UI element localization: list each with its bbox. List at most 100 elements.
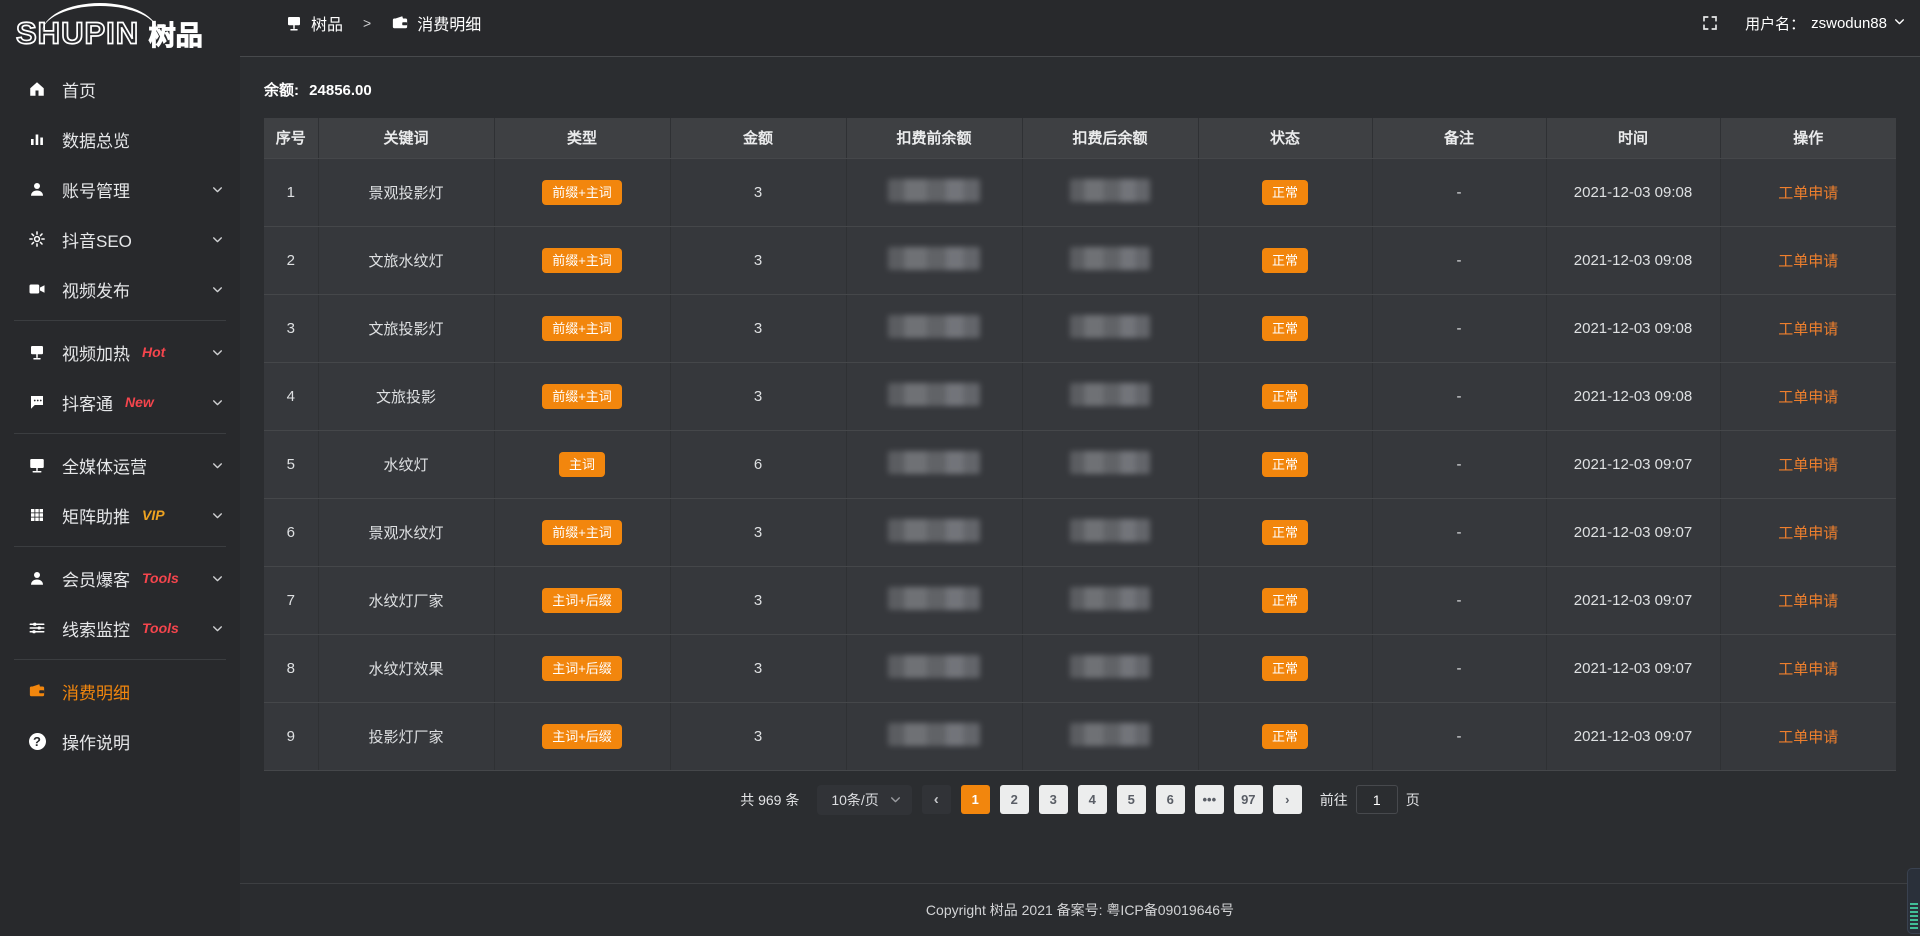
sidebar-item-首页[interactable]: 首页 [0, 64, 240, 114]
page-button-4[interactable]: 4 [1077, 785, 1107, 814]
status-badge: 正常 [1261, 247, 1308, 273]
work-order-link[interactable]: 工单申请 [1778, 728, 1839, 746]
cell-keyword: 水纹灯效果 [318, 634, 495, 703]
redacted-value [1070, 654, 1150, 678]
cell-action: 工单申请 [1720, 430, 1896, 499]
sidebar-item-线索监控[interactable]: 线索监控 Tools [0, 603, 240, 653]
cell-keyword: 水纹灯厂家 [318, 566, 495, 635]
more-pages-button[interactable]: ••• [1194, 785, 1224, 814]
sidebar-item-消费明细[interactable]: 消费明细 [0, 666, 240, 716]
redacted-value [888, 586, 980, 610]
cell-keyword: 水纹灯 [318, 430, 495, 499]
page-button-3[interactable]: 3 [1038, 785, 1068, 814]
work-order-link[interactable]: 工单申请 [1778, 456, 1839, 474]
cell-balance-after [1022, 362, 1199, 431]
work-order-link[interactable]: 工单申请 [1778, 660, 1839, 678]
page-button-6[interactable]: 6 [1155, 785, 1185, 814]
redacted-value [1070, 722, 1150, 746]
logo-text-cn: 树品 [148, 21, 203, 52]
prev-page-button[interactable]: ‹ [921, 785, 951, 814]
cell-status: 正常 [1198, 498, 1373, 567]
status-badge: 正常 [1261, 383, 1308, 409]
user-menu[interactable]: 用户名： zswodun88 [1745, 13, 1906, 34]
work-order-link[interactable]: 工单申请 [1778, 388, 1839, 406]
work-order-link[interactable]: 工单申请 [1778, 184, 1839, 202]
column-header-状态: 状态 [1198, 118, 1373, 159]
pagination-total: 共 969 条 [740, 791, 800, 808]
sidebar-item-label: 视频发布 [62, 281, 130, 301]
cell-type: 主词+后缀 [494, 566, 671, 635]
consumption-table: 序号 关键词 类型 金额 扣费前余额 扣费后余额 状态 备注 时间 操作 1 景观投影灯 前缀+主词 3… [264, 118, 1896, 771]
corner-widget [1907, 868, 1920, 934]
sidebar-item-会员爆客[interactable]: 会员爆客 Tools [0, 553, 240, 603]
username: zswodun88 [1811, 14, 1887, 32]
cell-action: 工单申请 [1720, 294, 1896, 363]
cell-balance-after [1022, 634, 1199, 703]
type-badge: 主词+后缀 [542, 655, 622, 681]
cell-amount: 3 [670, 634, 847, 703]
cell-type: 主词+后缀 [494, 702, 671, 771]
work-order-link[interactable]: 工单申请 [1778, 252, 1839, 270]
cell-no: 5 [264, 430, 319, 499]
work-order-link[interactable]: 工单申请 [1778, 524, 1839, 542]
sliders-icon [26, 618, 48, 638]
sidebar-item-操作说明[interactable]: ? 操作说明 [0, 716, 240, 766]
chevron-down-icon [889, 793, 902, 806]
sidebar-item-抖客通[interactable]: 抖客通 New [0, 377, 240, 427]
redacted-value [1070, 450, 1150, 474]
cell-remark: - [1372, 362, 1547, 431]
page-button-2[interactable]: 2 [999, 785, 1029, 814]
sidebar-item-数据总览[interactable]: 数据总览 [0, 114, 240, 164]
next-page-button[interactable]: › [1272, 785, 1302, 814]
table-row: 1 景观投影灯 前缀+主词 3 正常 -2021-12-03 09:08 工单申请 [264, 158, 1896, 227]
chevron-down-icon [1893, 15, 1906, 32]
type-badge: 主词+后缀 [542, 587, 622, 613]
footer: Copyright 树品 2021 备案号: 粤ICP备09019646号 [240, 883, 1920, 936]
sidebar-item-视频发布[interactable]: 视频发布 [0, 264, 240, 314]
cell-remark: - [1372, 294, 1547, 363]
cell-remark: - [1372, 158, 1547, 227]
page-size-select[interactable]: 10条/页 [817, 784, 912, 815]
sidebar-item-抖音SEO[interactable]: 抖音SEO [0, 214, 240, 264]
cell-action: 工单申请 [1720, 702, 1896, 771]
sidebar-tag: New [125, 394, 154, 410]
table-row: 6 景观水纹灯 前缀+主词 3 正常 -2021-12-03 09:07 工单申请 [264, 498, 1896, 567]
cell-type: 主词+后缀 [494, 634, 671, 703]
sidebar-item-全媒体运营[interactable]: 全媒体运营 [0, 440, 240, 490]
work-order-link[interactable]: 工单申请 [1778, 592, 1839, 610]
page-button-1[interactable]: 1 [960, 785, 990, 814]
sidebar-item-视频加热[interactable]: 视频加热 Hot [0, 327, 240, 377]
cell-balance-after [1022, 430, 1199, 499]
cell-remark: - [1372, 226, 1547, 295]
breadcrumb-item-消费明细[interactable]: 消费明细 [391, 11, 481, 35]
table-body: 1 景观投影灯 前缀+主词 3 正常 -2021-12-03 09:08 工单申请 2 文旅水纹… [264, 158, 1896, 771]
fullscreen-icon[interactable] [1701, 14, 1719, 32]
cell-type: 前缀+主词 [494, 158, 671, 227]
status-badge: 正常 [1261, 655, 1308, 681]
chevron-down-icon [211, 346, 224, 359]
cell-balance-after [1022, 566, 1199, 635]
user-icon [26, 568, 48, 588]
cell-status: 正常 [1198, 226, 1373, 295]
sidebar-tag: Tools [142, 620, 179, 636]
cell-amount: 3 [670, 158, 847, 227]
sidebar-item-账号管理[interactable]: 账号管理 [0, 164, 240, 214]
cell-status: 正常 [1198, 566, 1373, 635]
redacted-value [1070, 246, 1150, 270]
page-button-5[interactable]: 5 [1116, 785, 1146, 814]
wallet-icon [391, 14, 409, 32]
redacted-value [888, 518, 980, 542]
cell-balance-after [1022, 498, 1199, 567]
sidebar-item-矩阵助推[interactable]: 矩阵助推 VIP [0, 490, 240, 540]
sidebar-item-label: 首页 [62, 81, 96, 101]
sidebar-nav: 首页数据总览 账号管理 抖音SEO 视频发布视频加热 Hot 抖客通 New 全媒体运营 矩阵助… [0, 56, 240, 766]
page-button-97[interactable]: 97 [1233, 785, 1263, 814]
goto-page-input[interactable] [1355, 785, 1398, 814]
logo-arc-decoration [42, 3, 158, 33]
cell-time: 2021-12-03 09:07 [1546, 430, 1721, 499]
home-icon [26, 79, 48, 99]
work-order-link[interactable]: 工单申请 [1778, 320, 1839, 338]
breadcrumb-item-树品[interactable]: 树品 [285, 11, 343, 35]
cell-type: 前缀+主词 [494, 498, 671, 567]
cell-no: 6 [264, 498, 319, 567]
